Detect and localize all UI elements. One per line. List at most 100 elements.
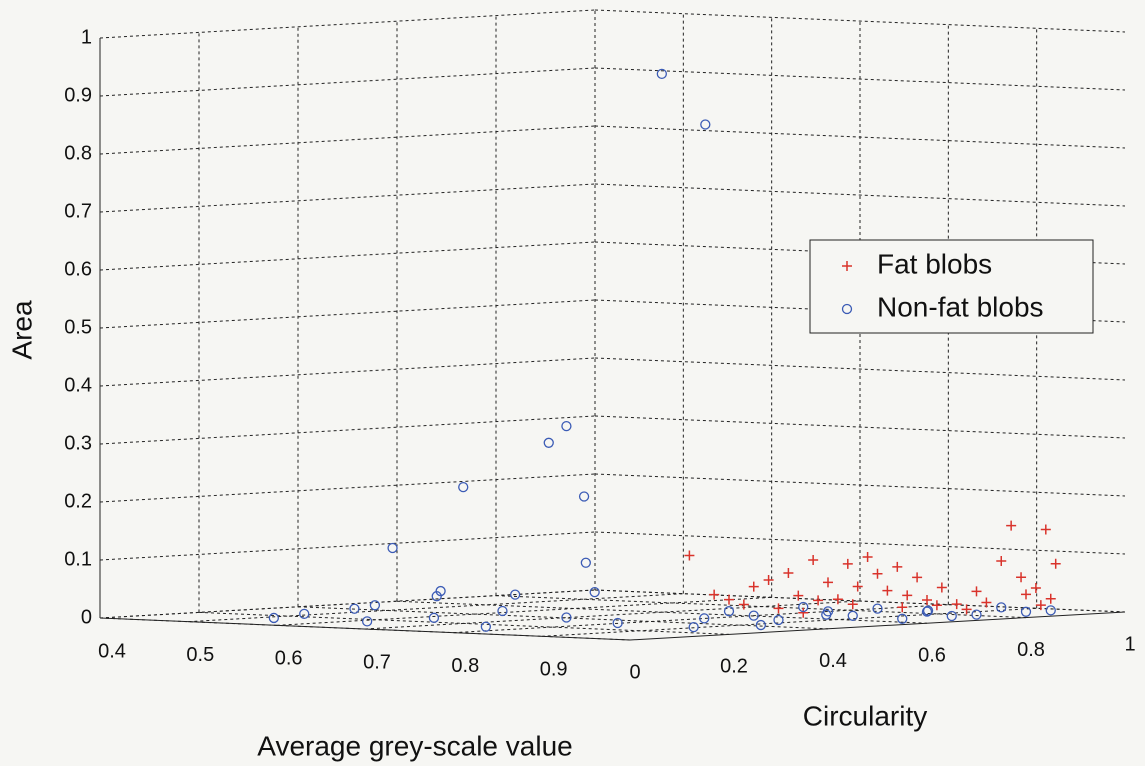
grid-line — [100, 10, 595, 38]
point — [972, 610, 981, 619]
point — [892, 562, 902, 572]
grid-line — [100, 416, 595, 444]
grid-line — [100, 68, 595, 96]
point — [739, 600, 749, 610]
y-tick-label: 0 — [629, 661, 640, 683]
point — [724, 595, 734, 605]
grid-line — [188, 594, 683, 622]
z-tick-label: 1 — [81, 26, 92, 48]
point — [897, 602, 907, 612]
point — [882, 586, 892, 596]
z-tick-label: 0.3 — [64, 432, 92, 454]
point — [370, 601, 379, 610]
y-tick-label: 0.4 — [819, 650, 847, 672]
point — [922, 595, 932, 605]
point — [709, 590, 719, 600]
point — [725, 607, 734, 616]
point — [684, 550, 694, 560]
point — [689, 623, 698, 632]
point — [873, 569, 883, 579]
point — [1006, 521, 1016, 531]
x-tick-label: 0.5 — [186, 644, 214, 666]
x-tick-label: 0.6 — [275, 648, 303, 670]
point — [1036, 600, 1046, 610]
point — [1051, 559, 1061, 569]
z-tick-label: 0.2 — [64, 490, 92, 512]
x-tick-label: 0.8 — [451, 655, 479, 677]
point — [783, 568, 793, 578]
grid-line — [100, 300, 595, 328]
z-tick-label: 0.4 — [64, 374, 92, 396]
grid-line — [365, 601, 860, 629]
y-tick-label: 0.6 — [918, 644, 946, 666]
z-tick-label: 0.1 — [64, 548, 92, 570]
grid-line — [453, 605, 948, 633]
point — [1021, 589, 1031, 599]
point — [498, 607, 507, 616]
point — [300, 609, 309, 618]
grid-line — [100, 126, 595, 154]
legend-label: Non-fat blobs — [877, 291, 1044, 322]
grid-line — [100, 184, 595, 212]
point — [1016, 572, 1026, 582]
z-tick-label: 0.6 — [64, 258, 92, 280]
y-axis-label: Circularity — [803, 700, 927, 731]
z-tick-label: 0.9 — [64, 84, 92, 106]
grid-line — [100, 590, 595, 618]
point — [774, 603, 784, 613]
point — [544, 438, 553, 447]
grid-line — [100, 474, 595, 502]
point — [1022, 607, 1031, 616]
point — [848, 611, 857, 620]
point — [756, 621, 765, 630]
x-tick-label: 0.4 — [98, 640, 126, 662]
point — [1041, 524, 1051, 534]
point — [843, 559, 853, 569]
z-tick-label: 0.5 — [64, 316, 92, 338]
point — [996, 556, 1006, 566]
point — [1046, 606, 1055, 615]
point — [972, 586, 982, 596]
point — [749, 582, 759, 592]
point — [388, 543, 397, 552]
point — [912, 572, 922, 582]
point — [1046, 594, 1056, 604]
y-tick-label: 0.2 — [720, 656, 748, 678]
point — [937, 583, 947, 593]
point — [808, 555, 818, 565]
point — [1031, 583, 1041, 593]
point — [481, 622, 490, 631]
grid-line — [100, 532, 595, 560]
z-tick-label: 0.7 — [64, 200, 92, 222]
z-tick-label: 0.8 — [64, 142, 92, 164]
point — [562, 422, 571, 431]
point — [269, 613, 278, 622]
z-axis-label: Area — [6, 300, 37, 360]
point — [853, 582, 863, 592]
x-tick-label: 0.7 — [363, 651, 391, 673]
point — [459, 483, 468, 492]
point — [932, 600, 942, 610]
point — [429, 613, 438, 622]
grid-line — [542, 608, 1037, 636]
x-tick-label: 0.9 — [540, 659, 568, 681]
y-axis-line — [630, 612, 1125, 640]
chart: Area Average grey-scale value Circularit… — [0, 0, 1145, 766]
point — [952, 599, 962, 609]
grid-line — [199, 612, 729, 634]
y-tick-label: 0.8 — [1017, 639, 1045, 661]
grid-line — [100, 242, 595, 270]
legend-label: Fat blobs — [877, 248, 992, 279]
point — [774, 616, 783, 625]
point — [823, 577, 833, 587]
point — [793, 591, 803, 601]
point — [363, 617, 372, 626]
point — [902, 590, 912, 600]
z-tick-label: 0 — [81, 606, 92, 628]
point — [701, 120, 710, 129]
x-axis-label: Average grey-scale value — [257, 730, 572, 761]
point — [581, 558, 590, 567]
point — [981, 597, 991, 607]
grid-line — [100, 358, 595, 386]
point — [580, 492, 589, 501]
